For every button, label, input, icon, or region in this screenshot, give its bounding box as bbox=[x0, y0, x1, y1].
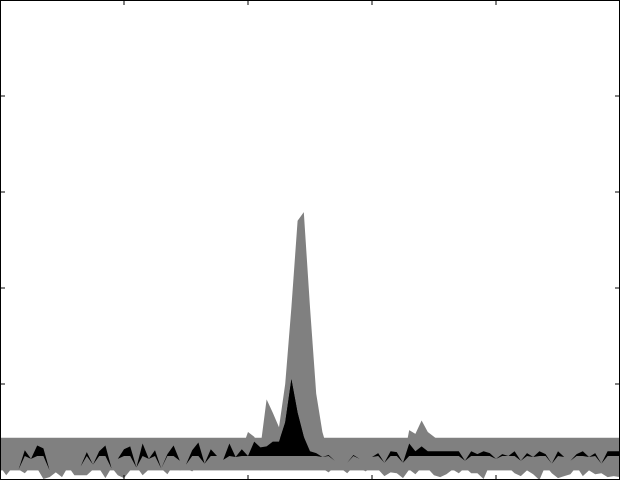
band-1 bbox=[0, 212, 620, 480]
overlay-layer bbox=[0, 379, 620, 471]
band-2-foreground bbox=[0, 379, 620, 471]
